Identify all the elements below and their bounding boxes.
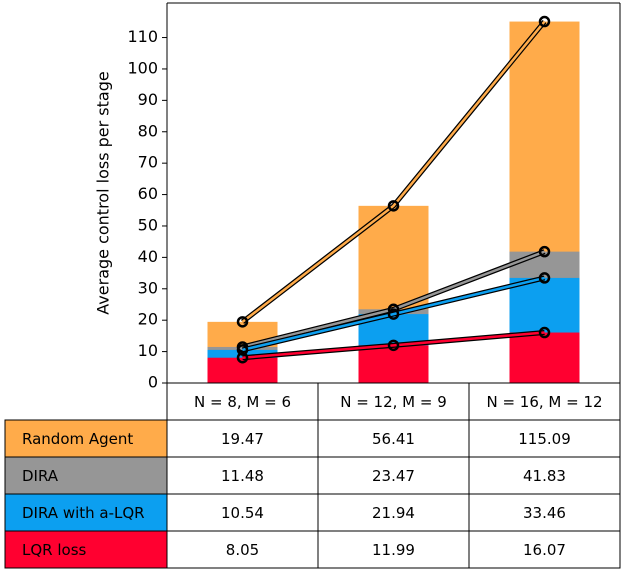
table-cell	[317, 382, 470, 421]
column-header: N = 12, M = 9	[340, 393, 447, 411]
row-label: DIRA with a-LQR	[22, 504, 145, 522]
table-value: 19.47	[221, 430, 264, 448]
y-tick-label: 80	[138, 121, 158, 140]
y-tick-label: 0	[148, 373, 158, 392]
table-value: 41.83	[523, 467, 566, 485]
table-cell	[468, 382, 621, 421]
y-tick-label: 90	[138, 90, 158, 109]
table-value: 115.09	[518, 430, 571, 448]
table-cell	[317, 530, 470, 569]
point	[538, 15, 551, 28]
table-cell	[166, 530, 319, 569]
bar	[509, 332, 580, 383]
y-tick-label: 100	[127, 58, 158, 77]
table-cell	[317, 419, 470, 458]
point	[538, 272, 551, 284]
column-header: N = 8, M = 6	[194, 393, 291, 411]
table-value: 8.05	[226, 541, 259, 559]
column-header: N = 16, M = 12	[486, 393, 602, 411]
row-label: LQR loss	[22, 541, 87, 559]
row-label: DIRA	[22, 467, 59, 485]
point	[236, 316, 249, 328]
table-cell	[468, 530, 621, 569]
point	[387, 200, 400, 212]
table-cell	[4, 419, 168, 458]
table-value: 21.94	[372, 504, 415, 522]
table-value: 33.46	[523, 504, 566, 522]
line	[242, 276, 545, 352]
table-value: 16.07	[523, 541, 566, 559]
y-axis-label: Average control loss per stage	[94, 71, 113, 314]
y-tick-label: 40	[138, 247, 158, 266]
y-tick-label: 10	[138, 341, 158, 360]
y-tick-label: 50	[138, 215, 158, 234]
table-value: 56.41	[372, 430, 415, 448]
table-value: 23.47	[372, 467, 415, 485]
table-cell	[166, 493, 319, 532]
y-tick-label: 60	[138, 184, 158, 203]
bar	[358, 345, 429, 383]
table-value: 11.48	[221, 467, 264, 485]
table-cell	[166, 382, 319, 421]
table-cell	[4, 456, 168, 495]
y-tick-label: 110	[127, 27, 158, 46]
row-label: Random Agent	[22, 430, 133, 448]
point	[538, 326, 551, 339]
y-tick-label: 30	[138, 278, 158, 297]
line	[242, 331, 545, 359]
table-value: 10.54	[221, 504, 264, 522]
point	[236, 351, 249, 364]
table-cell	[468, 493, 621, 532]
point	[387, 308, 400, 320]
line	[241, 20, 546, 323]
y-tick-label: 20	[138, 310, 158, 329]
point	[538, 245, 551, 258]
table-value: 11.99	[372, 541, 415, 559]
point	[387, 339, 400, 352]
y-tick-label: 70	[138, 153, 158, 172]
